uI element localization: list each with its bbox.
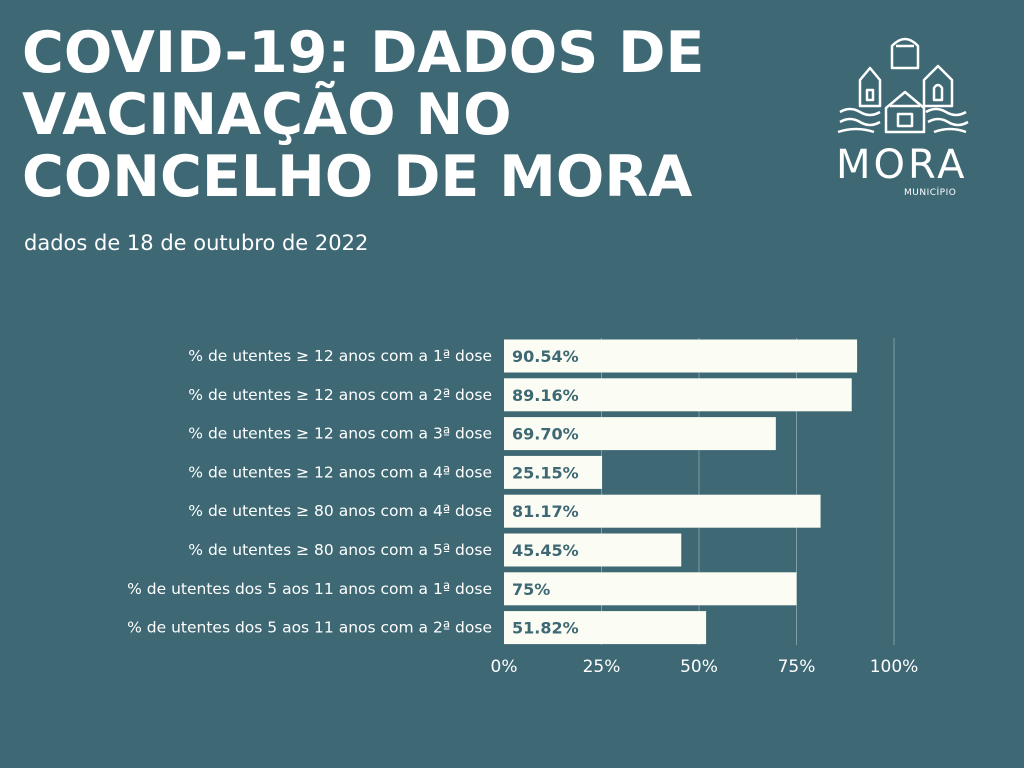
category-label: % de utentes ≥ 12 anos com a 4ª dose bbox=[188, 463, 492, 481]
data-label: 69.70% bbox=[512, 425, 579, 444]
data-label: 90.54% bbox=[512, 347, 579, 366]
data-label: 89.16% bbox=[512, 386, 579, 405]
data-label: 25.15% bbox=[512, 463, 579, 482]
page-subtitle: dados de 18 de outubro de 2022 bbox=[24, 231, 369, 255]
data-label: 75% bbox=[512, 580, 550, 599]
bar bbox=[504, 417, 776, 451]
x-tick-label: 0% bbox=[491, 657, 518, 677]
bar bbox=[504, 339, 858, 373]
logo-subtitle: MUNICÍPIO bbox=[904, 188, 957, 198]
category-label: % de utentes ≥ 12 anos com a 1ª dose bbox=[188, 347, 492, 365]
bar bbox=[504, 494, 821, 528]
page-title: COVID-19: DADOS DE VACINAÇÃO NO CONCELHO… bbox=[22, 20, 705, 210]
category-label: % de utentes dos 5 aos 11 anos com a 2ª … bbox=[127, 619, 492, 637]
category-label: % de utentes ≥ 80 anos com a 5ª dose bbox=[188, 541, 492, 559]
x-tick-label: 25% bbox=[583, 657, 621, 677]
bar bbox=[504, 533, 682, 567]
data-label: 45.45% bbox=[512, 541, 579, 560]
category-label: % de utentes ≥ 12 anos com a 2ª dose bbox=[188, 386, 492, 404]
bar bbox=[504, 455, 603, 489]
x-tick-label: 100% bbox=[870, 657, 919, 677]
bar bbox=[504, 378, 852, 412]
logo-wordmark: MORA bbox=[836, 142, 968, 188]
municipality-emblem-icon bbox=[837, 37, 969, 134]
x-tick-label: 75% bbox=[778, 657, 816, 677]
bar bbox=[504, 611, 707, 645]
category-label: % de utentes dos 5 aos 11 anos com a 1ª … bbox=[127, 580, 492, 598]
x-tick-label: 50% bbox=[680, 657, 718, 677]
data-label: 81.17% bbox=[512, 502, 579, 521]
category-label: % de utentes ≥ 12 anos com a 3ª dose bbox=[188, 425, 492, 443]
data-label: 51.82% bbox=[512, 619, 579, 638]
bar bbox=[504, 572, 797, 606]
category-label: % de utentes ≥ 80 anos com a 4ª dose bbox=[188, 502, 492, 520]
